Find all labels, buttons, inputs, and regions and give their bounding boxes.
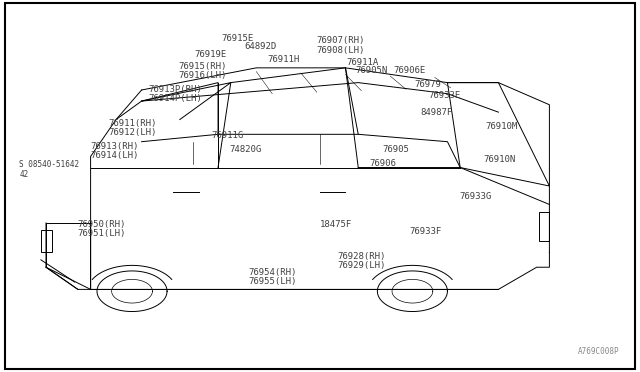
- Text: 76954(RH): 76954(RH): [248, 268, 297, 277]
- Text: 76950(RH): 76950(RH): [78, 220, 126, 229]
- Text: 18475F: 18475F: [320, 220, 352, 229]
- Text: 76933E: 76933E: [428, 91, 461, 100]
- Text: 76916(LH): 76916(LH): [179, 71, 227, 80]
- Text: 76919E: 76919E: [195, 51, 227, 60]
- Text: S 08540-51642
42: S 08540-51642 42: [19, 160, 79, 179]
- Text: 76913P(RH): 76913P(RH): [148, 85, 202, 94]
- Text: 76911A: 76911A: [347, 58, 379, 67]
- Text: 74820G: 74820G: [230, 145, 262, 154]
- Text: 76929(LH): 76929(LH): [338, 261, 386, 270]
- Text: 64892D: 64892D: [244, 42, 276, 51]
- Text: 76933G: 76933G: [459, 192, 491, 201]
- Text: A769C008P: A769C008P: [578, 347, 620, 356]
- Bar: [540, 212, 549, 241]
- Text: 76911G: 76911G: [212, 131, 244, 140]
- Text: 76951(LH): 76951(LH): [78, 230, 126, 238]
- Text: 76906: 76906: [369, 158, 396, 168]
- Text: 76912(LH): 76912(LH): [108, 128, 157, 137]
- Text: 76908(LH): 76908(LH): [317, 46, 365, 55]
- Text: 76915E: 76915E: [221, 34, 253, 43]
- Text: 76913(RH): 76913(RH): [91, 142, 139, 151]
- Text: 76914P(LH): 76914P(LH): [148, 94, 202, 103]
- Text: 76914(LH): 76914(LH): [91, 151, 139, 160]
- Text: 76911(RH): 76911(RH): [108, 119, 157, 128]
- Bar: [41, 230, 52, 253]
- Text: 84987F: 84987F: [420, 108, 453, 117]
- Text: 76910N: 76910N: [483, 155, 515, 164]
- Text: 76906E: 76906E: [394, 66, 426, 75]
- Text: 76928(RH): 76928(RH): [338, 251, 386, 261]
- Text: 76910M: 76910M: [486, 122, 518, 131]
- Text: 76907(RH): 76907(RH): [317, 36, 365, 45]
- Text: 76911H: 76911H: [268, 55, 300, 64]
- Text: 76905N: 76905N: [355, 66, 387, 75]
- Text: 76905: 76905: [383, 145, 410, 154]
- Text: 76979: 76979: [414, 80, 441, 89]
- Text: 76915(RH): 76915(RH): [179, 61, 227, 71]
- Text: 76955(LH): 76955(LH): [248, 278, 297, 286]
- Text: 76933F: 76933F: [410, 227, 442, 235]
